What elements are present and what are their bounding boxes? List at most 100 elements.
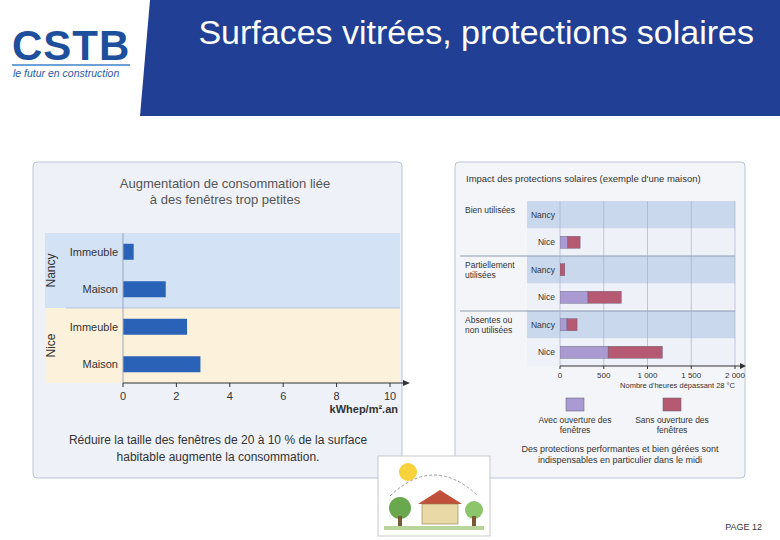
axis-title: kWhep/m².an xyxy=(330,403,399,415)
category-label: Nancy xyxy=(531,320,556,330)
legend-label: Sans ouverture desfenêtres xyxy=(635,415,709,435)
text-line: Absentes ou xyxy=(465,315,513,325)
tick-label: 2 xyxy=(173,390,179,402)
tick-label: 6 xyxy=(280,390,286,402)
text-line: indispensables en particulier dans le mi… xyxy=(538,455,702,465)
category-label: Nice xyxy=(538,292,555,302)
bar xyxy=(123,356,200,372)
text-line: Partiellement xyxy=(465,260,515,270)
text-line: Impact des protections solaires (exemple… xyxy=(466,173,701,184)
tick xyxy=(123,383,124,387)
text-line: à des fenêtres trop petites xyxy=(150,192,301,207)
bar-segment xyxy=(560,209,561,221)
text-line: habitable augmente la consommation. xyxy=(117,450,320,464)
panel xyxy=(33,162,402,478)
axis-arrow xyxy=(740,363,746,369)
grid-line xyxy=(603,201,604,366)
bar-segment xyxy=(560,209,561,221)
text-line: fenêtres xyxy=(657,425,688,435)
tick-label: 1 500 xyxy=(681,371,702,380)
slide-title: Surfaces vitrées, protections solaires xyxy=(198,13,754,51)
bar-segment xyxy=(588,291,621,303)
category-label: Maison xyxy=(83,283,118,295)
bar-segment xyxy=(560,264,565,276)
category-label: Nice xyxy=(538,237,555,247)
sun xyxy=(399,463,417,481)
row-band xyxy=(527,256,735,284)
text-line: Surfaces vitrées, protections solaires xyxy=(198,13,754,51)
tick-label: 4 xyxy=(227,390,233,402)
row-band xyxy=(527,201,735,229)
group-separator xyxy=(460,256,735,257)
tick xyxy=(647,366,648,369)
y-axis xyxy=(123,233,124,383)
chart-title: Impact des protections solaires (exemple… xyxy=(466,173,701,184)
slide: CSTBle futur en constructionSurfaces vit… xyxy=(0,0,780,540)
bar xyxy=(123,244,134,260)
bar-segment xyxy=(608,346,662,358)
group-label: Absentes ounon utilisées xyxy=(465,315,513,335)
text-line: Sans ouverture des xyxy=(635,415,709,425)
category-label: Immeuble xyxy=(70,321,118,333)
chart-title: Augmentation de consommation liéeà des f… xyxy=(120,176,330,207)
tick xyxy=(229,383,230,387)
group-label: Nancy xyxy=(44,253,58,287)
bars xyxy=(560,236,662,358)
grid-line xyxy=(735,201,736,366)
tree xyxy=(389,497,411,519)
text-line: non utilisées xyxy=(465,325,512,335)
category-label: Nancy xyxy=(531,265,556,275)
grid-line xyxy=(560,201,561,366)
category-label: Nancy xyxy=(531,210,556,220)
house xyxy=(422,504,458,524)
text-line: Bien utilisées xyxy=(465,205,515,215)
axis-arrow xyxy=(403,380,410,386)
tick xyxy=(735,366,736,369)
category-label: Maison xyxy=(83,358,118,370)
annotation: Réduire la taille des fenêtres de 20 à 1… xyxy=(69,433,368,464)
tick-label: 500 xyxy=(597,371,611,380)
tick-label: 2 000 xyxy=(725,371,746,380)
axis-title: Nombre d'heures dépassant 28 °C xyxy=(620,381,735,390)
logo-tagline: le futur en construction xyxy=(13,67,119,79)
bar-segment xyxy=(568,236,580,248)
legend-swatch xyxy=(566,398,584,411)
category-label: Nice xyxy=(538,347,555,357)
header-band xyxy=(140,0,780,116)
text-line: fenêtres xyxy=(560,425,591,435)
bar xyxy=(123,281,166,297)
text-line: utilisées xyxy=(465,270,496,280)
tick-label: 8 xyxy=(334,390,340,402)
illustration-frame xyxy=(378,456,490,536)
panel xyxy=(455,162,745,478)
tick-label: 1 000 xyxy=(637,371,658,380)
tick xyxy=(691,366,692,369)
bar-segment xyxy=(560,291,588,303)
tick xyxy=(390,383,391,387)
roof xyxy=(418,490,462,504)
text-line: Réduire la taille des fenêtres de 20 à 1… xyxy=(69,433,368,447)
grid-line xyxy=(691,201,692,366)
bars xyxy=(123,244,200,373)
page-number: PAGE 12 xyxy=(725,522,762,532)
row-band xyxy=(527,229,735,257)
bar-segment xyxy=(560,319,567,331)
legend-swatch xyxy=(663,398,681,411)
row-band xyxy=(527,284,735,312)
sun-path xyxy=(390,475,478,496)
group-band xyxy=(45,233,400,308)
group-separator xyxy=(460,311,735,312)
category-label: Immeuble xyxy=(70,246,118,258)
tick-label: 0 xyxy=(120,390,126,402)
row-band xyxy=(527,339,735,367)
logo-rule xyxy=(12,64,130,66)
bar-segment xyxy=(560,346,608,358)
x-axis xyxy=(560,366,741,367)
annotation: Des protections performantes et bien gér… xyxy=(521,444,719,465)
row-band xyxy=(527,311,735,339)
tick-label: 0 xyxy=(558,371,563,380)
tick-label: 10 xyxy=(384,390,396,402)
tick xyxy=(603,366,604,369)
tick xyxy=(560,366,561,369)
tick xyxy=(283,383,284,387)
